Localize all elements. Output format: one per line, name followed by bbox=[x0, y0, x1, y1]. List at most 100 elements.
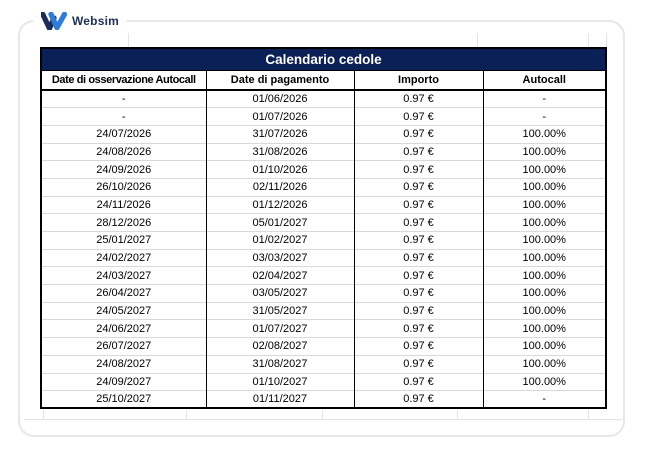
table-cell: 0.97 € bbox=[353, 160, 483, 179]
table-cell: 01/10/2027 bbox=[205, 372, 354, 391]
table-row: 24/03/2027 02/04/2027 0.97 €100.00% bbox=[41, 266, 606, 285]
gridline-remnant bbox=[186, 410, 187, 419]
gridline-remnant bbox=[588, 33, 589, 47]
column-header-amount: Importo bbox=[353, 70, 483, 91]
table-cell: - bbox=[41, 107, 206, 126]
table-cell: 0.97 € bbox=[353, 248, 483, 267]
table-cell: 26/04/2027 bbox=[41, 284, 206, 303]
gridline-remnant bbox=[24, 419, 622, 420]
gridline-remnant bbox=[606, 33, 607, 47]
gridline-remnant bbox=[477, 33, 478, 47]
table-cell: 24/11/2026 bbox=[41, 195, 206, 214]
table-cell: 24/02/2027 bbox=[41, 248, 206, 267]
gridline-remnant bbox=[128, 33, 129, 47]
gridline-remnant bbox=[457, 410, 458, 419]
table-cell: 28/12/2026 bbox=[41, 213, 206, 232]
gridline-remnant bbox=[43, 410, 44, 419]
table-cell: 25/01/2027 bbox=[41, 231, 206, 250]
table-cell: 0.97 € bbox=[353, 372, 483, 391]
table-cell: 100.00% bbox=[482, 266, 606, 285]
table-cell: - bbox=[482, 390, 606, 409]
table-cell: 24/08/2027 bbox=[41, 354, 206, 373]
table-row: 24/11/2026 01/12/2026 0.97 €100.00% bbox=[41, 195, 606, 214]
table-cell: 100.00% bbox=[482, 284, 606, 303]
table-cell: - bbox=[482, 90, 606, 108]
table-cell: 03/05/2027 bbox=[205, 284, 354, 303]
table-cell: 0.97 € bbox=[353, 177, 483, 197]
websim-w-icon bbox=[41, 12, 67, 30]
table-row: 24/07/2026 31/07/2026 0.97 €100.00% bbox=[41, 124, 606, 144]
table-row: 24/09/2027 01/10/2027 0.97 €100.00% bbox=[41, 372, 606, 391]
table-body: -01/06/2026 0.97 € - -01/07/2026 0.97 € -24/0… bbox=[41, 90, 606, 409]
table-cell: 02/11/2026 bbox=[205, 177, 354, 197]
table-cell: 02/04/2027 bbox=[205, 266, 354, 285]
table-cell: 100.00% bbox=[482, 354, 606, 373]
table-cell: 0.97 € bbox=[353, 107, 483, 126]
table-cell: 01/11/2027 bbox=[205, 390, 354, 409]
table-row: 24/02/2027 03/03/2027 0.97 €100.00% bbox=[41, 248, 606, 267]
table-row: 24/08/2027 31/08/2027 0.97 €100.00% bbox=[41, 354, 606, 373]
table-cell: - bbox=[41, 90, 206, 108]
table-cell: 0.97 € bbox=[353, 195, 483, 214]
table-cell: 0.97 € bbox=[353, 337, 483, 356]
table-cell: 24/03/2027 bbox=[41, 266, 206, 285]
table-cell: 24/06/2027 bbox=[41, 319, 206, 338]
table-cell: 0.97 € bbox=[353, 319, 483, 338]
table-cell: 24/07/2026 bbox=[41, 124, 206, 144]
table-row: 24/09/2026 01/10/2026 0.97 €100.00% bbox=[41, 160, 606, 179]
table-row: 24/08/2026 31/08/2026 0.97 €100.00% bbox=[41, 142, 606, 161]
table-cell: 0.97 € bbox=[353, 390, 483, 409]
table-cell: 31/08/2027 bbox=[205, 354, 354, 373]
table-cell: 0.97 € bbox=[353, 354, 483, 373]
table-cell: 01/02/2027 bbox=[205, 231, 354, 250]
table-cell: 0.97 € bbox=[353, 231, 483, 250]
table-cell: - bbox=[482, 107, 606, 126]
table-title-row: Calendario cedole bbox=[41, 48, 606, 71]
coupon-calendar-table: Calendario cedole Date di osservazione A… bbox=[40, 47, 607, 410]
table-row: 26/10/2026 02/11/2026 0.97 €100.00% bbox=[41, 177, 606, 197]
table-cell: 0.97 € bbox=[353, 142, 483, 161]
table-cell: 01/12/2026 bbox=[205, 195, 354, 214]
table-cell: 31/05/2027 bbox=[205, 301, 354, 320]
table-row: 25/10/2027 01/11/2027 0.97 € - bbox=[41, 390, 606, 409]
table-title: Calendario cedole bbox=[41, 48, 606, 71]
table-cell: 100.00% bbox=[482, 301, 606, 320]
table-cell: 0.97 € bbox=[353, 124, 483, 144]
table-row: 25/01/2027 01/02/2027 0.97 €100.00% bbox=[41, 231, 606, 250]
table-cell: 31/07/2026 bbox=[205, 124, 354, 144]
table-cell: 100.00% bbox=[482, 177, 606, 197]
table-row: 26/07/2027 02/08/2027 0.97 €100.00% bbox=[41, 337, 606, 356]
table-cell: 100.00% bbox=[482, 231, 606, 250]
table-row: 26/04/2027 03/05/2027 0.97 €100.00% bbox=[41, 284, 606, 303]
table-cell: 24/08/2026 bbox=[41, 142, 206, 161]
table-cell: 100.00% bbox=[482, 142, 606, 161]
table-row: -01/07/2026 0.97 € - bbox=[41, 107, 606, 126]
table-cell: 24/09/2027 bbox=[41, 372, 206, 391]
table-cell: 01/07/2027 bbox=[205, 319, 354, 338]
table-row: 28/12/2026 05/01/2027 0.97 €100.00% bbox=[41, 213, 606, 232]
table-cell: 01/07/2026 bbox=[205, 107, 354, 126]
gridline-remnant bbox=[588, 410, 589, 419]
websim-logo-text: Websim bbox=[72, 14, 119, 28]
gridline-remnant bbox=[322, 410, 323, 419]
column-header-payment-date: Date di pagamento bbox=[205, 70, 354, 91]
table-cell: 100.00% bbox=[482, 372, 606, 391]
table-row: -01/06/2026 0.97 € - bbox=[41, 90, 606, 108]
table-cell: 100.00% bbox=[482, 195, 606, 214]
table-cell: 02/08/2027 bbox=[205, 337, 354, 356]
table-cell: 05/01/2027 bbox=[205, 213, 354, 232]
table-cell: 25/10/2027 bbox=[41, 390, 206, 409]
websim-logo: Websim bbox=[33, 9, 127, 33]
table-cell: 0.97 € bbox=[353, 266, 483, 285]
table-cell: 03/03/2027 bbox=[205, 248, 354, 267]
table-cell: 100.00% bbox=[482, 213, 606, 232]
table-cell: 100.00% bbox=[482, 337, 606, 356]
table-row: 24/05/2027 31/05/2027 0.97 €100.00% bbox=[41, 301, 606, 320]
table-cell: 26/07/2027 bbox=[41, 337, 206, 356]
column-header-observation-date: Date di osservazione Autocall bbox=[41, 70, 206, 91]
table-cell: 0.97 € bbox=[353, 90, 483, 108]
table-cell: 100.00% bbox=[482, 124, 606, 144]
table-cell: 26/10/2026 bbox=[41, 177, 206, 197]
table-cell: 0.97 € bbox=[353, 284, 483, 303]
